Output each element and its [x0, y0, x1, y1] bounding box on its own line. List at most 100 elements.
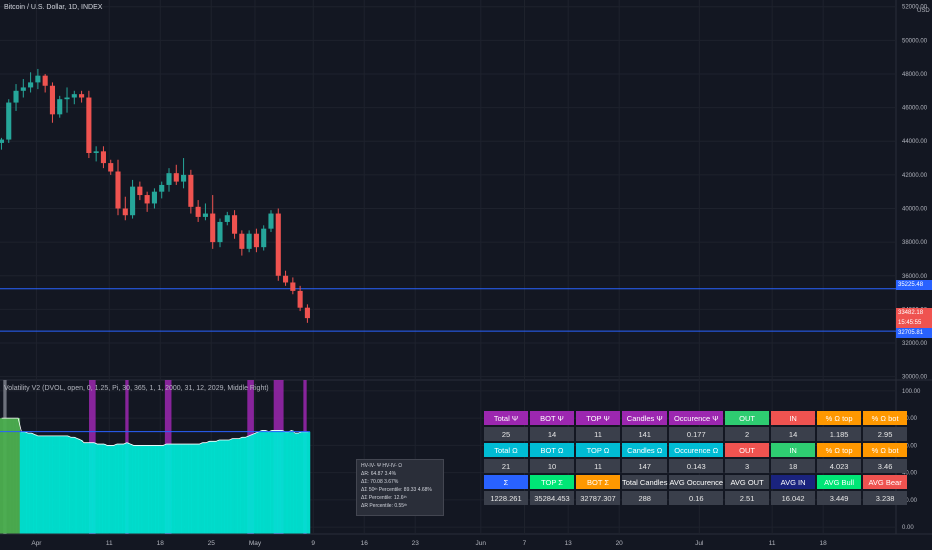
stats-value-cell: 2.95 [863, 427, 908, 441]
price-tick-label: 38000.00 [902, 240, 928, 246]
volatility-bar [237, 438, 242, 534]
volatility-bar [276, 430, 281, 534]
stats-value-cell: 25 [484, 427, 528, 441]
price-tick-label: 46000.00 [902, 106, 928, 112]
volatility-bar [42, 435, 47, 534]
price-tick-label: 50000.00 [902, 38, 928, 44]
time-tick-label: Jun [476, 540, 487, 547]
candle-body [144, 195, 150, 204]
candle-body [253, 233, 259, 248]
volatility-bar [148, 445, 152, 534]
volatility-bar [158, 445, 162, 534]
volatility-bar [154, 445, 159, 534]
candle-body [137, 186, 143, 196]
volatility-bar [98, 444, 103, 534]
candle-body [304, 307, 310, 319]
indicator-tick-label: 60.00 [902, 443, 918, 449]
volatility-bar [105, 445, 110, 534]
candle-body [35, 75, 41, 83]
volatility-tooltip: HV-IV- Ψ HV-IV- Ω ΔR: 64.87 3.4% ΔΣ: 70.… [356, 459, 444, 516]
volatility-bar [62, 435, 67, 534]
volatility-bar [141, 445, 146, 534]
volatility-bar [89, 442, 93, 534]
candle-body [210, 213, 216, 243]
stats-header-cell: % Ω top [817, 443, 862, 457]
volatility-bar [168, 444, 172, 534]
volatility-bar [122, 444, 126, 534]
stats-value-cell: 21 [484, 459, 528, 473]
volatility-bar [59, 435, 63, 534]
candle-body [268, 213, 274, 229]
volatility-bar [82, 442, 87, 534]
horizontal-levels[interactable] [0, 288, 896, 332]
price-tick-label: 44000.00 [902, 139, 928, 145]
candle-body [57, 99, 63, 115]
volatility-bar [29, 433, 34, 534]
volatility-bar [32, 434, 37, 534]
candle-body [232, 215, 238, 234]
volatility-bar [9, 418, 14, 534]
candle-body [275, 213, 281, 276]
stats-table: Total Ψ BOT Ψ TOP Ψ Candles Ψ Occurence Ψ OUT… [482, 409, 909, 507]
stats-row: 21 10 11 147 0.143 3 18 4.023 3.46 [484, 459, 908, 473]
candle-body [20, 87, 26, 91]
candle-body [93, 151, 99, 154]
indicator-title[interactable]: Volatility V2 (DVOL, open, 0, 1.25, Pi, … [4, 385, 269, 392]
volatility-bar [194, 444, 199, 534]
stats-header-cell: % Ω bot [863, 411, 908, 425]
volatility-bar [257, 431, 261, 534]
candle-body [100, 151, 106, 164]
candle-body [290, 282, 296, 291]
time-tick-label: May [249, 540, 262, 547]
time-axis[interactable]: Apr 11 18 25 May 9 16 23 Jun 7 13 20 Jul 11 18 [31, 540, 827, 547]
stats-header-cell: TOP Σ [530, 475, 574, 489]
volatility-bar [178, 444, 182, 534]
indicator-tick-label: 20.00 [902, 498, 918, 504]
volatility-bar [6, 418, 11, 534]
stats-row: 25 14 11 141 0.177 2 14 1.185 2.95 [484, 427, 908, 441]
time-tick-label: 11 [769, 540, 776, 547]
volatility-bar [102, 444, 106, 534]
volatility-bar [283, 431, 288, 534]
stats-value-cell: 0.143 [669, 459, 724, 473]
candle-body [130, 186, 136, 216]
candle-body [195, 206, 201, 217]
volatility-bar [118, 444, 123, 534]
time-tick-label: 18 [820, 540, 828, 547]
candle-body [181, 174, 187, 182]
symbol-title[interactable]: Bitcoin / U.S. Dollar, 1D, INDEX [4, 4, 103, 11]
volatility-bar [234, 438, 238, 534]
stats-value-cell: 288 [622, 491, 668, 505]
candle-body [283, 275, 289, 283]
volatility-bar [46, 435, 50, 534]
stats-header-cell: Total Candles [622, 475, 668, 489]
time-tick-label: 9 [311, 540, 315, 547]
volatility-bar [115, 444, 120, 534]
stats-value-cell: 14 [771, 427, 816, 441]
volatility-bar [79, 439, 83, 534]
volatility-bar [23, 431, 27, 534]
last-price-label: 33482.18 [896, 308, 932, 318]
stats-value-cell: 3.46 [863, 459, 908, 473]
stats-header-cell: Occurence Ψ [669, 411, 724, 425]
volatility-bar [204, 442, 209, 534]
volatility-bar [260, 430, 265, 534]
candle-body [151, 191, 157, 204]
tooltip-line: HV-IV- Ψ HV-IV- Ω [361, 463, 402, 469]
stats-value-cell: 3.449 [817, 491, 862, 505]
volatility-bar [263, 430, 268, 534]
tooltip-line: ΔΣ 50ᵗʰ Percentile: 89.33 4.68% [361, 487, 432, 493]
stats-header-cell: Total Ψ [484, 411, 528, 425]
volatility-bar [181, 444, 185, 534]
candle-body [108, 163, 114, 172]
time-tick-label: 13 [565, 540, 573, 547]
volatility-bar [296, 433, 301, 534]
volatility-bar [75, 438, 80, 534]
stats-row: Σ TOP Σ BOT Σ Total Candles AVG Occurence AVG… [484, 475, 908, 489]
volatility-bar [227, 439, 232, 534]
currency-unit: USD [917, 8, 930, 14]
stats-header-cell: % Ω bot [863, 443, 908, 457]
stats-header-cell: AVG Bear [863, 475, 908, 489]
candle-body [64, 97, 70, 100]
